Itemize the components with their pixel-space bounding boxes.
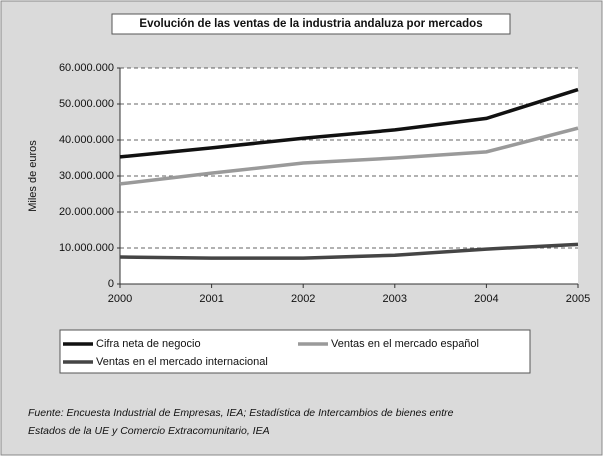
- legend-label: Ventas en el mercado español: [331, 338, 479, 350]
- x-tick-label: 2000: [108, 293, 132, 305]
- x-tick-label: 2005: [566, 293, 590, 305]
- y-axis-label: Miles de euros: [27, 140, 39, 212]
- y-tick-label: 20.000.000: [59, 206, 114, 218]
- y-tick-label: 30.000.000: [59, 170, 114, 182]
- x-tick-label: 2003: [383, 293, 407, 305]
- y-tick-label: 0: [108, 278, 114, 290]
- source-note: Estados de la UE y Comercio Extracomunit…: [28, 425, 270, 437]
- series-line: [119, 242, 579, 260]
- y-tick-label: 60.000.000: [59, 62, 114, 74]
- chart-title: Evolución de las ventas de la industria …: [139, 18, 482, 30]
- x-tick-label: 2002: [291, 293, 315, 305]
- series-line: [119, 126, 579, 186]
- y-tick-label: 40.000.000: [59, 134, 114, 146]
- y-tick-label: 50.000.000: [59, 98, 114, 110]
- legend: [59, 329, 531, 374]
- x-tick-label: 2001: [199, 293, 223, 305]
- series-line: [119, 87, 579, 159]
- title-box: [111, 13, 511, 35]
- x-tick-label: 2004: [474, 293, 498, 305]
- legend-label: Cifra neta de negocio: [96, 338, 201, 350]
- source-note: Fuente: Encuesta Industrial de Empresas,…: [28, 407, 454, 419]
- legend-label: Ventas en el mercado internacional: [96, 356, 268, 368]
- y-tick-label: 10.000.000: [59, 242, 114, 254]
